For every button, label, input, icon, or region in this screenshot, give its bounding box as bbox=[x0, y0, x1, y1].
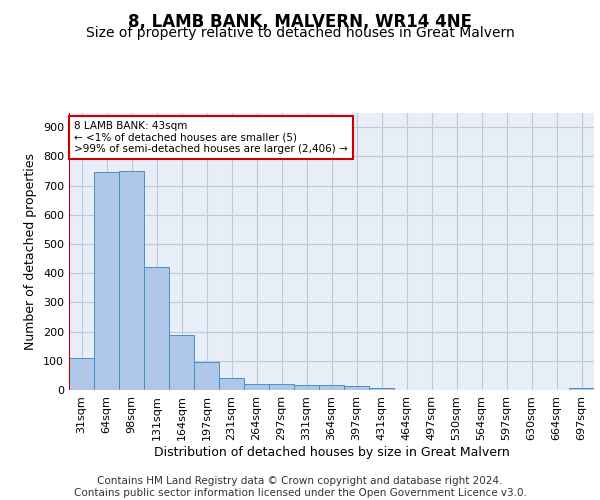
Bar bbox=[69, 358, 94, 390]
Bar bbox=[294, 385, 319, 390]
Bar bbox=[194, 362, 219, 390]
X-axis label: Distribution of detached houses by size in Great Malvern: Distribution of detached houses by size … bbox=[154, 446, 509, 458]
Text: Contains HM Land Registry data © Crown copyright and database right 2024.
Contai: Contains HM Land Registry data © Crown c… bbox=[74, 476, 526, 498]
Bar bbox=[169, 334, 194, 390]
Bar bbox=[269, 384, 294, 390]
Bar bbox=[144, 268, 169, 390]
Bar bbox=[94, 172, 119, 390]
Y-axis label: Number of detached properties: Number of detached properties bbox=[25, 153, 37, 350]
Bar bbox=[369, 388, 394, 390]
Text: 8, LAMB BANK, MALVERN, WR14 4NE: 8, LAMB BANK, MALVERN, WR14 4NE bbox=[128, 12, 472, 30]
Bar bbox=[119, 171, 144, 390]
Bar bbox=[344, 386, 369, 390]
Text: 8 LAMB BANK: 43sqm
← <1% of detached houses are smaller (5)
>99% of semi-detache: 8 LAMB BANK: 43sqm ← <1% of detached hou… bbox=[74, 121, 348, 154]
Bar bbox=[319, 385, 344, 390]
Bar bbox=[219, 378, 244, 390]
Bar bbox=[569, 388, 594, 390]
Text: Size of property relative to detached houses in Great Malvern: Size of property relative to detached ho… bbox=[86, 26, 514, 40]
Bar bbox=[244, 384, 269, 390]
